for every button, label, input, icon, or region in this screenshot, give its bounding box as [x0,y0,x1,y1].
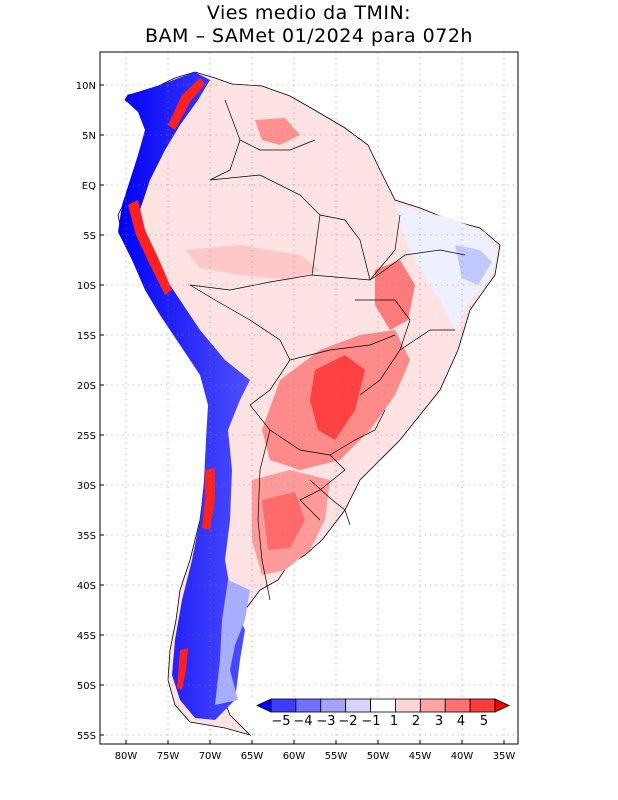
colorbar-label: −5 [271,714,290,729]
colorbar-label: −3 [316,714,335,729]
x-tick-label: 80W [115,751,138,762]
colorbar-label: 5 [480,714,488,729]
x-tick-label: 65W [241,751,264,762]
colorbar-label: 4 [457,714,465,729]
y-tick-label: 5S [83,231,96,242]
x-tick-label: 75W [157,751,180,762]
colorbar-segment [370,698,396,713]
y-tick-label: 15S [77,331,96,342]
colorbar-label: −1 [361,714,380,729]
x-tick-label: 55W [325,751,348,762]
y-tick-label: 10S [77,281,96,292]
region-guianas-red [255,118,300,145]
region-andes-red-streak-north [168,78,205,130]
colorbar-segment [469,698,496,713]
region-amazon-pink [185,245,320,280]
colorbar: −5 −4 −3 −2 −1 1 2 3 4 5 [248,697,512,729]
y-tick-label: 5N [82,131,96,142]
colorbar-label: 3 [435,714,443,729]
region-andes-blue [118,72,250,720]
x-tick-labels: 80W 75W 70W 65W 60W 55W 50W 45W 40W 35W [115,751,516,762]
y-tick-labels: 10N 5N EQ 5S 10S 15S 20S 25S 30S 35S 40S… [76,81,96,742]
colorbar-label: −4 [293,714,312,729]
colorbar-segment [345,698,371,713]
region-andes-red-streak-peru [128,200,172,295]
region-east-brazil-red [375,260,415,330]
colorbar-segment [395,698,421,713]
grid-lines [100,52,518,744]
region-argentina-core [262,492,305,550]
colorbar-label: −2 [338,714,357,729]
region-northeast-brazil [395,205,498,330]
y-tick-label: 20S [77,381,96,392]
y-tick-label: 55S [77,731,96,742]
y-tick-label: 35S [77,531,96,542]
colorbar-segment [444,698,471,713]
region-central-deep-red [310,355,365,440]
colorbar-arrow-right [494,698,510,713]
y-tick-label: 45S [77,631,96,642]
y-tick-label: 50S [77,681,96,692]
y-tick-label: 10N [76,81,96,92]
colorbar-segment [419,698,446,713]
x-tick-label: 35W [493,751,516,762]
colorbar-segments [256,698,510,713]
colorbar-segment [320,698,347,713]
x-tick-label: 70W [199,751,222,762]
title-line-2: BAM – SAMet 01/2024 para 072h [145,25,473,47]
colorbar-labels: −5 −4 −3 −2 −1 1 2 3 4 5 [271,714,488,729]
colorbar-segment [270,698,297,713]
x-tick-label: 50W [367,751,390,762]
colorbar-segment [295,698,322,713]
region-patagonia-lightblue [215,580,250,705]
country-borders [189,99,466,601]
x-tick-label: 60W [283,751,306,762]
region-andes-red-streak-chile [202,468,215,530]
plot-frame [99,51,519,745]
y-tick-label: 25S [77,431,96,442]
colorbar-label: 2 [412,714,420,729]
x-tick-label: 40W [451,751,474,762]
title-line-1: Vies medio da TMIN: [206,2,412,24]
y-tick-label: 30S [77,481,96,492]
region-andes-red-streak-south [177,648,188,690]
y-tick-label: EQ [82,181,96,192]
colorbar-label: 1 [390,714,398,729]
y-tick-label: 40S [77,581,96,592]
x-tick-label: 45W [409,751,432,762]
tick-marks [100,84,505,744]
